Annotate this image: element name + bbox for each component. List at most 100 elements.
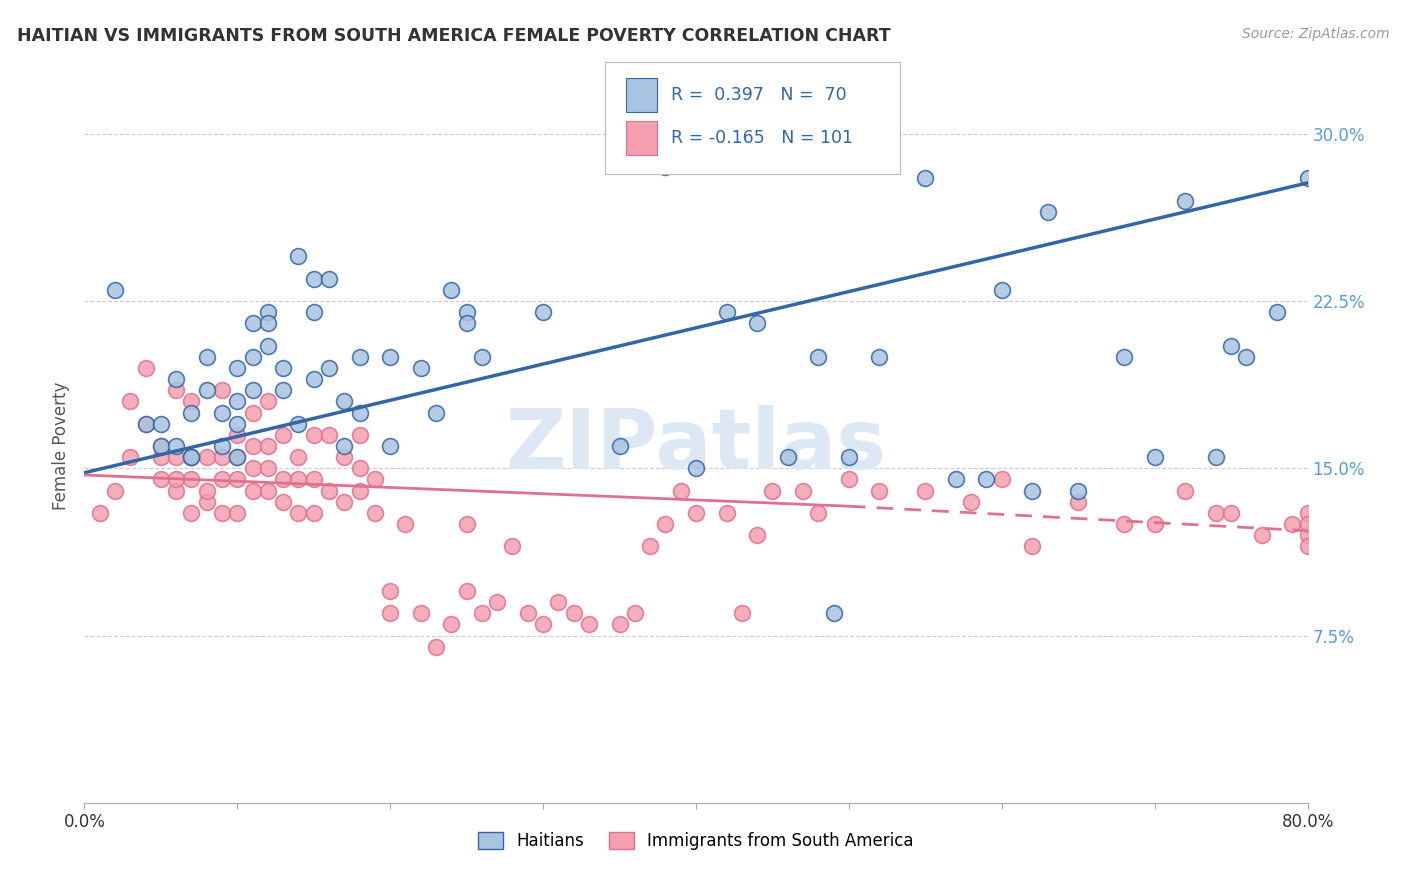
Text: ZIPatlas: ZIPatlas [506, 406, 886, 486]
Point [1265, 305, 1288, 319]
Point [135, 360, 157, 375]
Point [991, 283, 1014, 297]
Text: HAITIAN VS IMMIGRANTS FROM SOUTH AMERICA FEMALE POVERTY CORRELATION CHART: HAITIAN VS IMMIGRANTS FROM SOUTH AMERICA… [17, 27, 890, 45]
Point [838, 450, 860, 464]
Point [302, 506, 325, 520]
Point [747, 528, 769, 542]
Point [318, 427, 340, 442]
Point [89, 506, 111, 520]
Point [242, 350, 264, 364]
Text: R = -0.165   N = 101: R = -0.165 N = 101 [671, 129, 852, 147]
Point [287, 450, 309, 464]
Point [211, 450, 233, 464]
Point [226, 450, 249, 464]
Point [195, 450, 218, 464]
Point [776, 450, 799, 464]
Point [271, 384, 294, 398]
Point [991, 473, 1014, 487]
Point [869, 483, 891, 498]
Point [242, 483, 264, 498]
Point [180, 405, 202, 419]
Point [211, 384, 233, 398]
Point [380, 583, 402, 598]
Point [747, 316, 769, 330]
Point [1114, 516, 1136, 531]
Point [456, 516, 478, 531]
Legend: Haitians, Immigrants from South America: Haitians, Immigrants from South America [470, 824, 922, 859]
Point [165, 439, 187, 453]
Point [1296, 516, 1319, 531]
Point [380, 439, 402, 453]
Point [1205, 506, 1227, 520]
Point [180, 450, 202, 464]
Point [180, 473, 202, 487]
Point [792, 483, 814, 498]
Point [425, 405, 447, 419]
Point [638, 539, 661, 553]
Point [120, 450, 142, 464]
Point [318, 483, 340, 498]
Point [1236, 350, 1258, 364]
Point [287, 417, 309, 431]
Point [257, 439, 280, 453]
Point [226, 417, 249, 431]
Point [242, 405, 264, 419]
Point [149, 473, 172, 487]
Point [440, 283, 463, 297]
Point [271, 473, 294, 487]
Point [562, 607, 585, 621]
Point [302, 271, 325, 285]
Point [409, 360, 432, 375]
Point [1067, 494, 1090, 508]
Point [685, 461, 707, 475]
Point [149, 439, 172, 453]
Point [226, 360, 249, 375]
Point [1174, 194, 1197, 208]
Point [945, 473, 967, 487]
Point [165, 372, 187, 386]
Point [364, 473, 387, 487]
Point [257, 316, 280, 330]
Point [349, 483, 371, 498]
Point [609, 439, 631, 453]
Point [104, 483, 127, 498]
Point [669, 483, 692, 498]
Point [287, 506, 309, 520]
Point [761, 483, 783, 498]
Point [242, 384, 264, 398]
Point [1205, 450, 1227, 464]
Point [1021, 539, 1043, 553]
Point [165, 483, 187, 498]
Point [394, 516, 416, 531]
Point [135, 417, 157, 431]
Point [226, 394, 249, 409]
Point [349, 350, 371, 364]
Point [380, 350, 402, 364]
Point [869, 350, 891, 364]
Point [195, 350, 218, 364]
Point [1067, 483, 1090, 498]
Point [1143, 450, 1166, 464]
Point [149, 450, 172, 464]
Point [271, 494, 294, 508]
Point [716, 305, 738, 319]
Point [165, 450, 187, 464]
Point [1114, 350, 1136, 364]
Point [149, 417, 172, 431]
Point [211, 439, 233, 453]
Point [180, 450, 202, 464]
Point [364, 506, 387, 520]
Point [180, 506, 202, 520]
Point [302, 305, 325, 319]
Point [242, 316, 264, 330]
Point [226, 427, 249, 442]
Point [838, 473, 860, 487]
Point [456, 305, 478, 319]
Point [257, 461, 280, 475]
Point [257, 483, 280, 498]
Point [302, 372, 325, 386]
Point [149, 439, 172, 453]
Point [1281, 516, 1303, 531]
Point [211, 405, 233, 419]
Y-axis label: Female Poverty: Female Poverty [52, 382, 70, 510]
